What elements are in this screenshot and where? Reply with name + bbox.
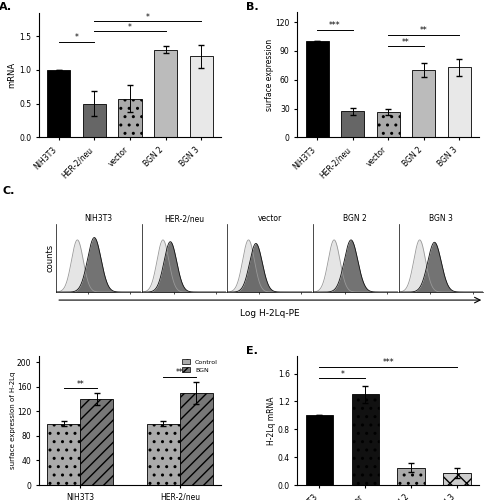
Y-axis label: surface expression: surface expression [264, 39, 273, 111]
Bar [80, 399, 113, 485]
Text: Log H-2Lq-PE: Log H-2Lq-PE [240, 308, 299, 318]
Bar [447, 67, 470, 138]
Text: *: * [145, 13, 149, 22]
Bar [443, 473, 470, 485]
Bar [47, 424, 80, 485]
Y-axis label: counts: counts [46, 244, 55, 272]
Text: ***: *** [328, 22, 340, 30]
Bar [305, 42, 328, 138]
Title: vector: vector [257, 214, 281, 223]
Y-axis label: surface expression of H-2Lq: surface expression of H-2Lq [10, 372, 16, 470]
Bar [118, 99, 142, 138]
Text: **: ** [76, 380, 84, 388]
Text: *: * [75, 33, 79, 42]
Title: HER-2/neu: HER-2/neu [163, 214, 204, 223]
Text: A.: A. [0, 2, 12, 12]
Bar [341, 112, 364, 138]
Y-axis label: H-2Lq mRNA: H-2Lq mRNA [266, 396, 276, 445]
Text: *: * [340, 370, 344, 379]
Bar [351, 394, 378, 485]
Legend: Control, BGN: Control, BGN [182, 360, 218, 372]
Bar [180, 393, 212, 485]
Bar [397, 468, 424, 485]
Bar [376, 112, 399, 138]
Bar [47, 70, 70, 138]
Bar [83, 104, 106, 138]
Text: ***: *** [382, 358, 393, 367]
Title: NIH3T3: NIH3T3 [84, 214, 112, 223]
Bar [154, 50, 177, 138]
Title: BGN 2: BGN 2 [343, 214, 366, 223]
Text: *: * [128, 23, 132, 32]
Text: **: ** [419, 26, 427, 35]
Text: E.: E. [246, 346, 258, 356]
Bar [411, 70, 434, 138]
Bar [305, 416, 332, 485]
Text: C.: C. [2, 186, 15, 196]
Title: BGN 3: BGN 3 [428, 214, 452, 223]
Bar [189, 56, 212, 138]
Text: **: ** [401, 38, 409, 46]
Text: **: ** [176, 368, 183, 378]
Y-axis label: mRNA: mRNA [7, 62, 17, 88]
Bar [147, 424, 180, 485]
Text: B.: B. [246, 2, 259, 12]
